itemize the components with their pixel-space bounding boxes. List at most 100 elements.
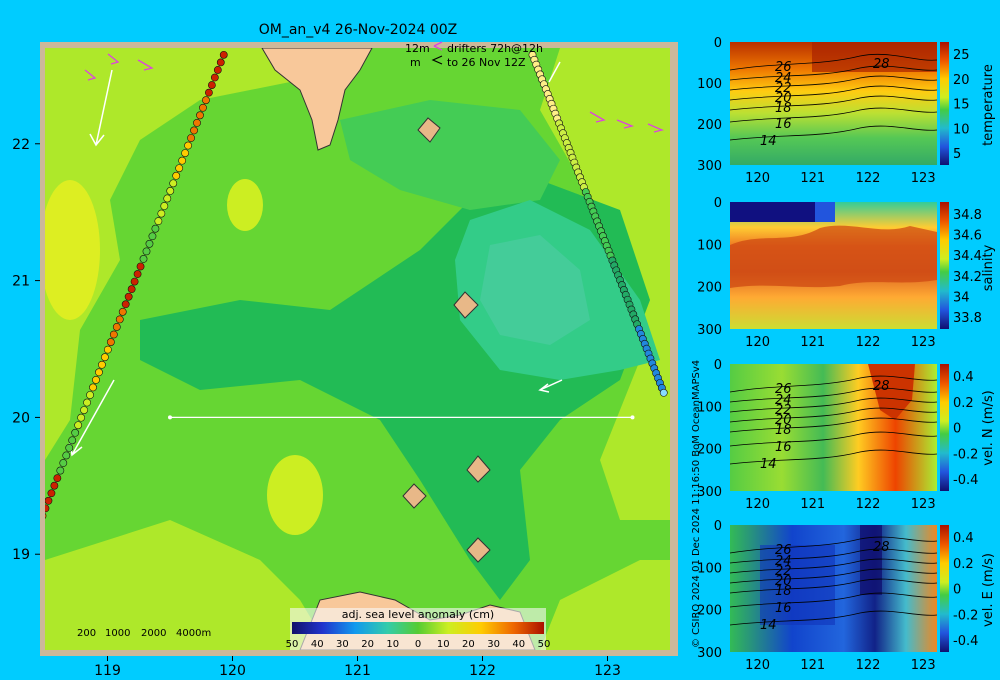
region-yellow-small	[227, 179, 263, 231]
isotherm	[729, 65, 938, 81]
section-x-tick-label: 121	[800, 658, 825, 673]
section-x-tick-label: 121	[800, 497, 825, 512]
region-low-north	[340, 100, 560, 210]
drifter-position	[196, 111, 204, 120]
section-x-tick-label: 120	[745, 497, 770, 512]
drifter-position	[169, 179, 178, 188]
contour-label: 22	[775, 81, 792, 96]
section-x-tick-label: 122	[856, 497, 881, 512]
section-colorbar-tick-label: 10	[953, 122, 970, 137]
colorbar-tick-label: 30	[487, 639, 500, 650]
contour-label: 20	[775, 413, 792, 428]
colorbar-gradient	[940, 42, 949, 165]
current-arrow-e	[538, 379, 563, 393]
section-y-tick-label: 300	[697, 323, 722, 338]
section-colorbar-tick-label: -0.4	[953, 634, 978, 649]
salinity-max-core	[730, 225, 937, 288]
section-x-tick-label: 121	[800, 171, 825, 186]
colorbar-gradient	[940, 202, 949, 329]
section-y-tick-label: 300	[697, 485, 722, 500]
contour-label: 16	[775, 117, 792, 132]
contour-label: 26	[775, 382, 792, 397]
section-temperature: 26 24 22 20 18 16 14 28 temperature	[729, 42, 996, 165]
isotherm	[729, 568, 938, 584]
drifter-position	[127, 285, 136, 294]
section-x-tick-label: 120	[745, 335, 770, 350]
drifter-position	[83, 398, 91, 407]
x-tick-label: 122	[469, 663, 496, 679]
fresh-surface-layer	[730, 202, 815, 222]
drifter-position	[207, 81, 216, 89]
drifter-position	[219, 50, 228, 59]
depth-label: 4000m	[176, 628, 211, 639]
colorbar-title: adj. sea level anomaly (cm)	[342, 608, 494, 621]
section-colorbar-tick-label: 0	[953, 422, 961, 437]
island-1	[417, 117, 441, 143]
drifter-position	[103, 345, 112, 354]
island-5	[466, 537, 491, 563]
colorbar-gradient	[940, 364, 949, 491]
drifter-position	[56, 466, 65, 475]
drifter-position	[74, 421, 83, 430]
drifter-position	[213, 66, 222, 74]
section-y-tick-label: 0	[714, 36, 722, 51]
section-x-tick-label: 123	[911, 171, 936, 186]
contour-label: 14	[760, 134, 777, 149]
colorbar-gradient	[292, 622, 544, 634]
section-y-tick-label: 0	[714, 519, 722, 534]
isotherms	[729, 536, 938, 626]
current-arrow-ne	[548, 61, 561, 83]
section-y-tick-label: 300	[697, 646, 722, 661]
drifter-position	[184, 141, 192, 150]
contour-label: 28	[873, 540, 890, 555]
region-eddy-inner	[480, 235, 590, 345]
y-tick-label: 19	[12, 547, 30, 563]
current-arrow-nw	[89, 69, 113, 147]
contour-label: 18	[775, 584, 792, 599]
contour-label: 20	[775, 574, 792, 589]
current-arrows	[69, 61, 563, 457]
section-colorbar-tick-label: 34.6	[953, 229, 982, 244]
drifter-position	[142, 247, 151, 256]
section-y-tick-label: 200	[697, 118, 722, 133]
drifter-position	[121, 300, 130, 309]
depth-scale: 200 1000 2000 4000m	[77, 628, 211, 639]
drifter-tracks	[45, 50, 668, 519]
colorbar-tick-label: 30	[336, 639, 349, 650]
isotherm	[729, 53, 938, 71]
island-3	[466, 455, 491, 483]
colorbar-tick-label: 40	[311, 639, 324, 650]
isotherm	[729, 75, 938, 91]
isotherm	[729, 85, 938, 101]
region-high-southwest	[45, 520, 330, 650]
drifter-position	[68, 436, 77, 445]
isotherm	[729, 125, 938, 141]
panel-ylabel: temperature	[981, 64, 996, 146]
drifter-position	[216, 58, 225, 67]
colorbar-tick-label: 20	[361, 639, 374, 650]
section-colorbar-tick-label: 15	[953, 98, 970, 113]
section-x-tick-label: 123	[911, 497, 936, 512]
y-tick-label: 21	[12, 274, 30, 290]
drifter-position	[53, 474, 62, 483]
section-x-tick-label: 121	[800, 335, 825, 350]
drifter-position	[59, 459, 68, 467]
panel-ylabel: vel. N (m/s)	[981, 390, 996, 465]
section-x-tick-label: 120	[745, 658, 770, 673]
sea-level-map: OM_an_v4 26-Nov-2024 00Z 12m drifters 72…	[12, 22, 678, 679]
westward-core	[860, 525, 882, 595]
drifter-position	[148, 232, 157, 241]
drifter-position	[187, 134, 195, 142]
drifter-position	[45, 512, 47, 519]
drifter-position	[124, 292, 133, 301]
wind-barbs	[84, 53, 665, 133]
section-colorbar-tick-label: 5	[953, 147, 961, 162]
drifter-position	[130, 277, 139, 286]
isotherms	[729, 375, 938, 465]
isotherm	[729, 397, 938, 413]
section-x-tick-label: 123	[911, 335, 936, 350]
drifter-position	[151, 224, 160, 233]
colorbar-tick-label: 0	[415, 639, 421, 650]
legend-line-3: m	[410, 56, 421, 69]
